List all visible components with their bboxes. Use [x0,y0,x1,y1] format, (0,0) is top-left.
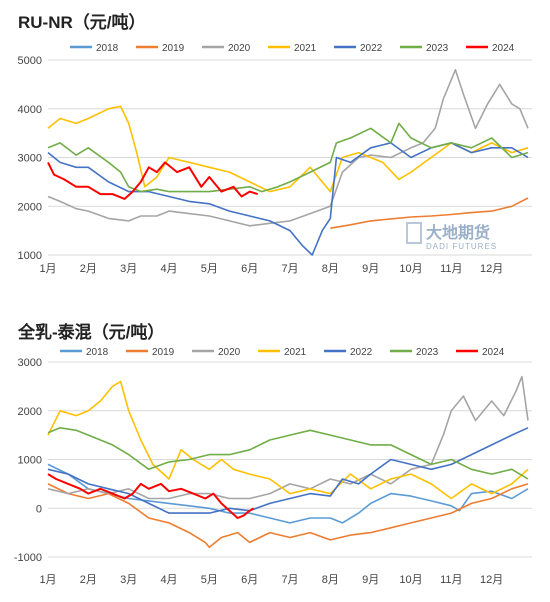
x-tick-label: 10月 [399,574,422,586]
y-tick-label: 1000 [18,250,42,262]
x-tick-label: 6月 [241,263,258,275]
chart-rss-mix: -1000 0 1000 2000 3000 1月 2月 3月 4月 5月 6月 7月 8月 9月 10月 1… [14,347,532,586]
x-tick-label: 5月 [201,263,218,275]
legend-label: 2020 [218,347,241,358]
watermark-cn: 大地期货 [426,223,490,242]
x-tick-label: 9月 [362,263,379,275]
legend-label: 2023 [416,347,439,358]
y-tick-label: 2000 [18,201,42,213]
series-line-2023 [47,122,529,193]
x-tick-label: 6月 [241,574,258,586]
y-tick-label: 3000 [18,357,42,369]
x-tick-label: 2月 [80,263,97,275]
x-tick-label: 1月 [39,263,56,275]
x-tick-label: 7月 [281,574,298,586]
legend-label: 2019 [152,347,175,358]
x-tick-label: 8月 [322,574,339,586]
y-tick-label: 1000 [18,455,42,467]
y-tick-label: 5000 [18,55,42,67]
x-tick-label: 3月 [120,574,137,586]
legend-label: 2021 [294,43,317,54]
x-tick-label: 12月 [480,263,503,275]
y-tick-label: 4000 [18,104,42,116]
y-tick-label: 0 [36,503,42,515]
watermark-en: DADI FUTURES [426,242,497,251]
series-line-2023 [47,426,529,480]
x-tick-label: 7月 [281,263,298,275]
series-line-2019 [330,197,529,229]
legend-label: 2018 [96,43,119,54]
x-tick-label: 4月 [160,263,177,275]
chart-title-rss-mix: 全乳-泰混（元/吨） [18,323,165,342]
series-line-2024 [47,473,255,519]
legend-label: 2021 [284,347,307,358]
x-tick-label: 4月 [160,574,177,586]
legend-label: 2024 [482,347,505,358]
series-line-2020 [47,375,529,500]
x-tick-label: 9月 [362,574,379,586]
x-tick-label: 3月 [120,263,137,275]
watermark-logo: 大地期货 DADI FUTURES [406,222,497,251]
series-line-2018 [47,463,529,524]
x-tick-label: 10月 [399,263,422,275]
x-tick-label: 2月 [80,574,97,586]
series-line-2021 [47,105,529,193]
x-tick-label: 8月 [322,263,339,275]
y-tick-label: 3000 [18,153,42,165]
x-tick-label: 1月 [39,574,56,586]
legend-label: 2022 [360,43,383,54]
legend-label: 2018 [86,347,109,358]
series-line-2020 [47,69,529,227]
legend-label: 2020 [228,43,251,54]
x-tick-label: 12月 [480,574,503,586]
legend-label: 2024 [492,43,515,54]
x-tick-label: 5月 [201,574,218,586]
legend-label: 2022 [350,347,373,358]
series-line-2022 [47,427,529,514]
x-tick-label: 11月 [440,574,462,586]
chart-ru-nr: 1000 2000 3000 4000 5000 1月 2月 3月 4月 5月 6月 7月 8月 9月 10… [18,43,532,275]
series-line-2019 [47,483,529,549]
series-line-2024 [47,161,258,200]
x-tick-label: 11月 [440,263,462,275]
y-tick-label: 2000 [18,406,42,418]
legend-label: 2019 [162,43,185,54]
y-tick-label: -1000 [14,552,42,564]
series-line-2021 [47,380,529,500]
legend-label: 2023 [426,43,449,54]
chart-title-ru-nr: RU-NR（元/吨） [18,13,146,32]
